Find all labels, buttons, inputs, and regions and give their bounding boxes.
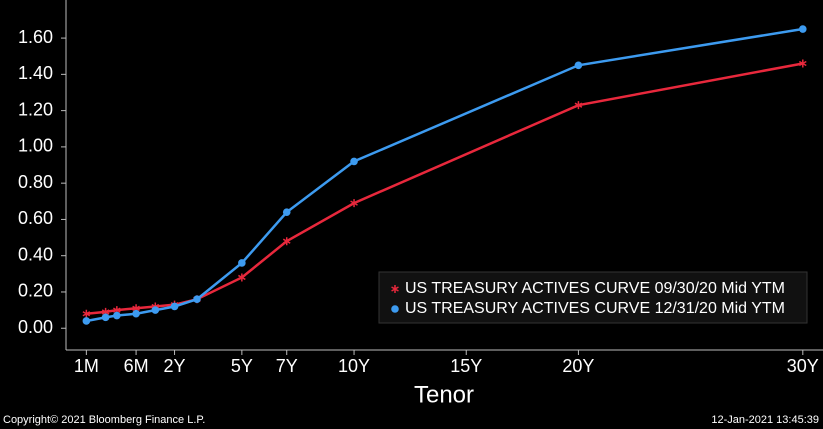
y-tick-label: 0.00 bbox=[18, 317, 53, 337]
y-tick-label: 1.20 bbox=[18, 99, 53, 119]
x-tick-label: 1M bbox=[74, 356, 99, 376]
marker bbox=[282, 208, 291, 216]
marker bbox=[574, 61, 583, 70]
y-tick-label: 0.20 bbox=[18, 281, 53, 301]
y-tick-label: 1.00 bbox=[18, 136, 53, 156]
marker bbox=[350, 199, 358, 208]
timestamp: 12-Jan-2021 13:45:39 bbox=[711, 414, 819, 426]
legend-box bbox=[378, 271, 808, 324]
marker bbox=[82, 309, 91, 318]
marker bbox=[170, 302, 179, 311]
marker bbox=[350, 157, 358, 166]
marker bbox=[151, 306, 160, 314]
x-tick-label: 10Y bbox=[338, 356, 370, 376]
marker bbox=[799, 25, 807, 33]
x-axis-title: Tenor bbox=[414, 381, 474, 408]
legend-marker bbox=[391, 305, 399, 313]
marker bbox=[798, 59, 807, 68]
x-tick-label: 20Y bbox=[562, 356, 594, 376]
y-tick-label: 1.40 bbox=[18, 63, 53, 83]
y-tick-label: 0.60 bbox=[18, 208, 53, 228]
marker bbox=[132, 309, 140, 318]
legend-marker bbox=[391, 285, 399, 293]
marker bbox=[238, 259, 246, 267]
x-tick-label: 30Y bbox=[787, 356, 819, 376]
y-tick-label: 0.40 bbox=[18, 244, 53, 264]
x-tick-label: 5Y bbox=[231, 356, 253, 376]
marker bbox=[193, 295, 201, 304]
marker bbox=[282, 237, 291, 246]
marker bbox=[113, 311, 121, 320]
x-tick-label: 7Y bbox=[276, 356, 298, 376]
marker bbox=[82, 317, 91, 325]
marker bbox=[238, 273, 246, 282]
marker bbox=[574, 101, 583, 110]
x-tick-label: 6M bbox=[124, 356, 149, 376]
marker bbox=[101, 313, 110, 322]
x-tick-label: 2Y bbox=[164, 356, 186, 376]
x-tick-label: 15Y bbox=[450, 356, 482, 376]
y-tick-label: 0.80 bbox=[18, 172, 53, 192]
legend-label: US TREASURY ACTIVES CURVE 12/31/20 Mid Y… bbox=[405, 300, 785, 317]
y-tick-label: 1.60 bbox=[18, 27, 53, 47]
legend-label: US TREASURY ACTIVES CURVE 09/30/20 Mid Y… bbox=[405, 280, 785, 297]
copyright: Copyright© 2021 Bloomberg Finance L.P. bbox=[3, 414, 205, 426]
